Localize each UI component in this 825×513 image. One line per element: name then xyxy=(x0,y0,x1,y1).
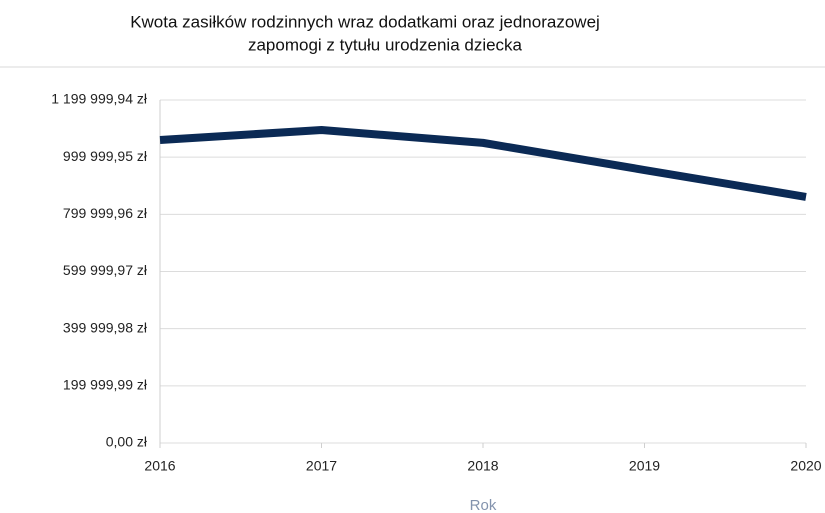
y-tick-label: 0,00 zł xyxy=(106,434,148,450)
x-tick-label: 2017 xyxy=(306,458,337,474)
y-tick-label: 999 999,95 zł xyxy=(63,148,148,164)
x-tick-label: 2016 xyxy=(144,458,175,474)
chart-title: zapomogi z tytułu urodzenia dziecka xyxy=(248,35,523,54)
x-axis-label: Rok xyxy=(470,497,497,513)
y-tick-label: 1 199 999,94 zł xyxy=(51,91,148,107)
data-line xyxy=(159,126,807,201)
y-tick-label: 799 999,96 zł xyxy=(63,205,148,221)
y-tick-label: 399 999,98 zł xyxy=(63,319,148,335)
x-tick-label: 2019 xyxy=(629,458,660,474)
y-tick-label: 199 999,99 zł xyxy=(63,377,148,393)
x-tick-label: 2018 xyxy=(467,458,498,474)
x-tick-label: 2020 xyxy=(790,458,821,474)
chart-title: Kwota zasiłków rodzinnych wraz dodatkami… xyxy=(130,12,600,31)
y-tick-label: 599 999,97 zł xyxy=(63,262,148,278)
